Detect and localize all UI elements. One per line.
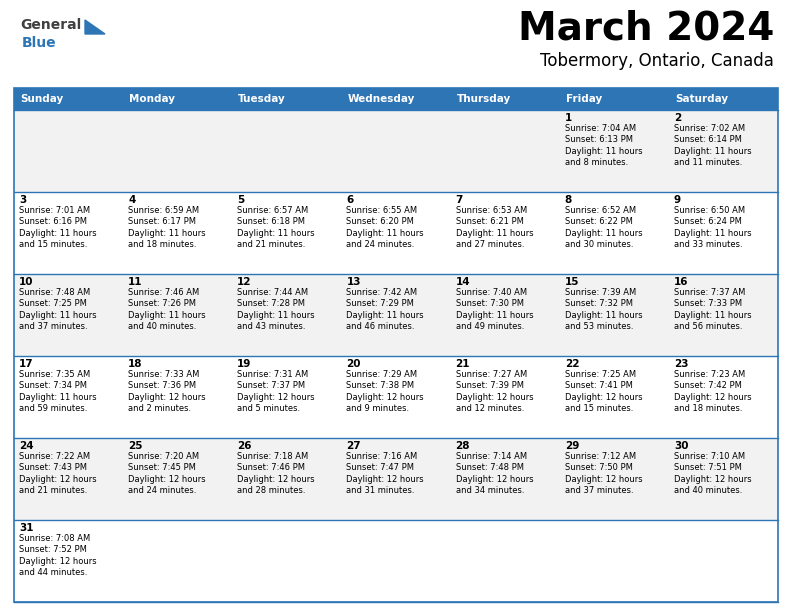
Text: Saturday: Saturday — [675, 94, 728, 104]
Text: 30: 30 — [674, 441, 688, 451]
Text: 28: 28 — [455, 441, 470, 451]
Text: Sunrise: 7:40 AM
Sunset: 7:30 PM
Daylight: 11 hours
and 49 minutes.: Sunrise: 7:40 AM Sunset: 7:30 PM Dayligh… — [455, 288, 533, 331]
Text: 24: 24 — [19, 441, 33, 451]
Text: 2: 2 — [674, 113, 681, 123]
Bar — [123, 88, 232, 110]
Text: 15: 15 — [565, 277, 579, 287]
Text: 23: 23 — [674, 359, 688, 369]
Text: 5: 5 — [238, 195, 245, 205]
Text: 6: 6 — [346, 195, 354, 205]
Text: Sunrise: 7:02 AM
Sunset: 6:14 PM
Daylight: 11 hours
and 11 minutes.: Sunrise: 7:02 AM Sunset: 6:14 PM Dayligh… — [674, 124, 752, 167]
Text: Sunrise: 7:46 AM
Sunset: 7:26 PM
Daylight: 11 hours
and 40 minutes.: Sunrise: 7:46 AM Sunset: 7:26 PM Dayligh… — [128, 288, 206, 331]
Text: Sunrise: 7:39 AM
Sunset: 7:32 PM
Daylight: 11 hours
and 53 minutes.: Sunrise: 7:39 AM Sunset: 7:32 PM Dayligh… — [565, 288, 642, 331]
Bar — [14, 274, 778, 356]
Text: Sunrise: 6:55 AM
Sunset: 6:20 PM
Daylight: 11 hours
and 24 minutes.: Sunrise: 6:55 AM Sunset: 6:20 PM Dayligh… — [346, 206, 424, 249]
Text: 3: 3 — [19, 195, 26, 205]
Bar — [14, 110, 778, 192]
Text: Tuesday: Tuesday — [238, 94, 286, 104]
Text: Sunrise: 6:52 AM
Sunset: 6:22 PM
Daylight: 11 hours
and 30 minutes.: Sunrise: 6:52 AM Sunset: 6:22 PM Dayligh… — [565, 206, 642, 249]
Text: Tobermory, Ontario, Canada: Tobermory, Ontario, Canada — [540, 52, 774, 70]
Text: Sunrise: 7:12 AM
Sunset: 7:50 PM
Daylight: 12 hours
and 37 minutes.: Sunrise: 7:12 AM Sunset: 7:50 PM Dayligh… — [565, 452, 642, 495]
Text: 21: 21 — [455, 359, 470, 369]
Text: 12: 12 — [238, 277, 252, 287]
Text: Monday: Monday — [129, 94, 175, 104]
Text: 26: 26 — [238, 441, 252, 451]
Bar — [14, 356, 778, 438]
Text: Sunrise: 6:57 AM
Sunset: 6:18 PM
Daylight: 11 hours
and 21 minutes.: Sunrise: 6:57 AM Sunset: 6:18 PM Dayligh… — [238, 206, 315, 249]
Text: 31: 31 — [19, 523, 33, 533]
Text: General: General — [20, 18, 82, 32]
Text: Sunrise: 7:48 AM
Sunset: 7:25 PM
Daylight: 11 hours
and 37 minutes.: Sunrise: 7:48 AM Sunset: 7:25 PM Dayligh… — [19, 288, 97, 331]
Bar — [232, 88, 341, 110]
Text: 13: 13 — [346, 277, 361, 287]
Bar — [669, 88, 778, 110]
Text: 10: 10 — [19, 277, 33, 287]
Bar — [560, 88, 669, 110]
Text: March 2024: March 2024 — [518, 10, 774, 48]
Text: Sunrise: 7:10 AM
Sunset: 7:51 PM
Daylight: 12 hours
and 40 minutes.: Sunrise: 7:10 AM Sunset: 7:51 PM Dayligh… — [674, 452, 752, 495]
Bar — [14, 192, 778, 274]
Text: 25: 25 — [128, 441, 143, 451]
Text: Sunrise: 7:04 AM
Sunset: 6:13 PM
Daylight: 11 hours
and 8 minutes.: Sunrise: 7:04 AM Sunset: 6:13 PM Dayligh… — [565, 124, 642, 167]
Text: Sunrise: 7:44 AM
Sunset: 7:28 PM
Daylight: 11 hours
and 43 minutes.: Sunrise: 7:44 AM Sunset: 7:28 PM Dayligh… — [238, 288, 315, 331]
Bar — [14, 88, 778, 602]
Text: Sunrise: 7:37 AM
Sunset: 7:33 PM
Daylight: 11 hours
and 56 minutes.: Sunrise: 7:37 AM Sunset: 7:33 PM Dayligh… — [674, 288, 752, 331]
Bar — [451, 88, 560, 110]
Polygon shape — [85, 20, 105, 34]
Text: Sunrise: 7:42 AM
Sunset: 7:29 PM
Daylight: 11 hours
and 46 minutes.: Sunrise: 7:42 AM Sunset: 7:29 PM Dayligh… — [346, 288, 424, 331]
Text: Sunrise: 7:18 AM
Sunset: 7:46 PM
Daylight: 12 hours
and 28 minutes.: Sunrise: 7:18 AM Sunset: 7:46 PM Dayligh… — [238, 452, 315, 495]
Text: 18: 18 — [128, 359, 143, 369]
Text: Sunrise: 7:33 AM
Sunset: 7:36 PM
Daylight: 12 hours
and 2 minutes.: Sunrise: 7:33 AM Sunset: 7:36 PM Dayligh… — [128, 370, 206, 413]
Text: Sunrise: 7:14 AM
Sunset: 7:48 PM
Daylight: 12 hours
and 34 minutes.: Sunrise: 7:14 AM Sunset: 7:48 PM Dayligh… — [455, 452, 533, 495]
Text: 14: 14 — [455, 277, 470, 287]
Text: Blue: Blue — [22, 36, 56, 50]
Text: Sunrise: 7:27 AM
Sunset: 7:39 PM
Daylight: 12 hours
and 12 minutes.: Sunrise: 7:27 AM Sunset: 7:39 PM Dayligh… — [455, 370, 533, 413]
Text: 20: 20 — [346, 359, 361, 369]
Text: 17: 17 — [19, 359, 33, 369]
Bar — [14, 520, 778, 602]
Text: 9: 9 — [674, 195, 681, 205]
Text: 11: 11 — [128, 277, 143, 287]
Text: Sunrise: 7:29 AM
Sunset: 7:38 PM
Daylight: 12 hours
and 9 minutes.: Sunrise: 7:29 AM Sunset: 7:38 PM Dayligh… — [346, 370, 424, 413]
Text: 27: 27 — [346, 441, 361, 451]
Text: 22: 22 — [565, 359, 579, 369]
Text: Sunrise: 7:23 AM
Sunset: 7:42 PM
Daylight: 12 hours
and 18 minutes.: Sunrise: 7:23 AM Sunset: 7:42 PM Dayligh… — [674, 370, 752, 413]
Text: Sunrise: 7:20 AM
Sunset: 7:45 PM
Daylight: 12 hours
and 24 minutes.: Sunrise: 7:20 AM Sunset: 7:45 PM Dayligh… — [128, 452, 206, 495]
Text: 16: 16 — [674, 277, 688, 287]
Bar — [341, 88, 451, 110]
Text: Sunrise: 7:35 AM
Sunset: 7:34 PM
Daylight: 11 hours
and 59 minutes.: Sunrise: 7:35 AM Sunset: 7:34 PM Dayligh… — [19, 370, 97, 413]
Text: Sunrise: 7:16 AM
Sunset: 7:47 PM
Daylight: 12 hours
and 31 minutes.: Sunrise: 7:16 AM Sunset: 7:47 PM Dayligh… — [346, 452, 424, 495]
Text: Sunrise: 6:53 AM
Sunset: 6:21 PM
Daylight: 11 hours
and 27 minutes.: Sunrise: 6:53 AM Sunset: 6:21 PM Dayligh… — [455, 206, 533, 249]
Bar — [14, 88, 123, 110]
Text: Thursday: Thursday — [456, 94, 511, 104]
Text: Friday: Friday — [565, 94, 602, 104]
Text: 1: 1 — [565, 113, 572, 123]
Text: Sunday: Sunday — [20, 94, 63, 104]
Text: Sunrise: 6:50 AM
Sunset: 6:24 PM
Daylight: 11 hours
and 33 minutes.: Sunrise: 6:50 AM Sunset: 6:24 PM Dayligh… — [674, 206, 752, 249]
Text: Wednesday: Wednesday — [348, 94, 415, 104]
Text: Sunrise: 7:01 AM
Sunset: 6:16 PM
Daylight: 11 hours
and 15 minutes.: Sunrise: 7:01 AM Sunset: 6:16 PM Dayligh… — [19, 206, 97, 249]
Text: 29: 29 — [565, 441, 579, 451]
Text: 8: 8 — [565, 195, 572, 205]
Text: 4: 4 — [128, 195, 135, 205]
Text: Sunrise: 7:22 AM
Sunset: 7:43 PM
Daylight: 12 hours
and 21 minutes.: Sunrise: 7:22 AM Sunset: 7:43 PM Dayligh… — [19, 452, 97, 495]
Text: Sunrise: 7:08 AM
Sunset: 7:52 PM
Daylight: 12 hours
and 44 minutes.: Sunrise: 7:08 AM Sunset: 7:52 PM Dayligh… — [19, 534, 97, 577]
Text: 19: 19 — [238, 359, 252, 369]
Text: Sunrise: 7:31 AM
Sunset: 7:37 PM
Daylight: 12 hours
and 5 minutes.: Sunrise: 7:31 AM Sunset: 7:37 PM Dayligh… — [238, 370, 315, 413]
Text: Sunrise: 7:25 AM
Sunset: 7:41 PM
Daylight: 12 hours
and 15 minutes.: Sunrise: 7:25 AM Sunset: 7:41 PM Dayligh… — [565, 370, 642, 413]
Text: Sunrise: 6:59 AM
Sunset: 6:17 PM
Daylight: 11 hours
and 18 minutes.: Sunrise: 6:59 AM Sunset: 6:17 PM Dayligh… — [128, 206, 206, 249]
Bar — [14, 438, 778, 520]
Text: 7: 7 — [455, 195, 463, 205]
